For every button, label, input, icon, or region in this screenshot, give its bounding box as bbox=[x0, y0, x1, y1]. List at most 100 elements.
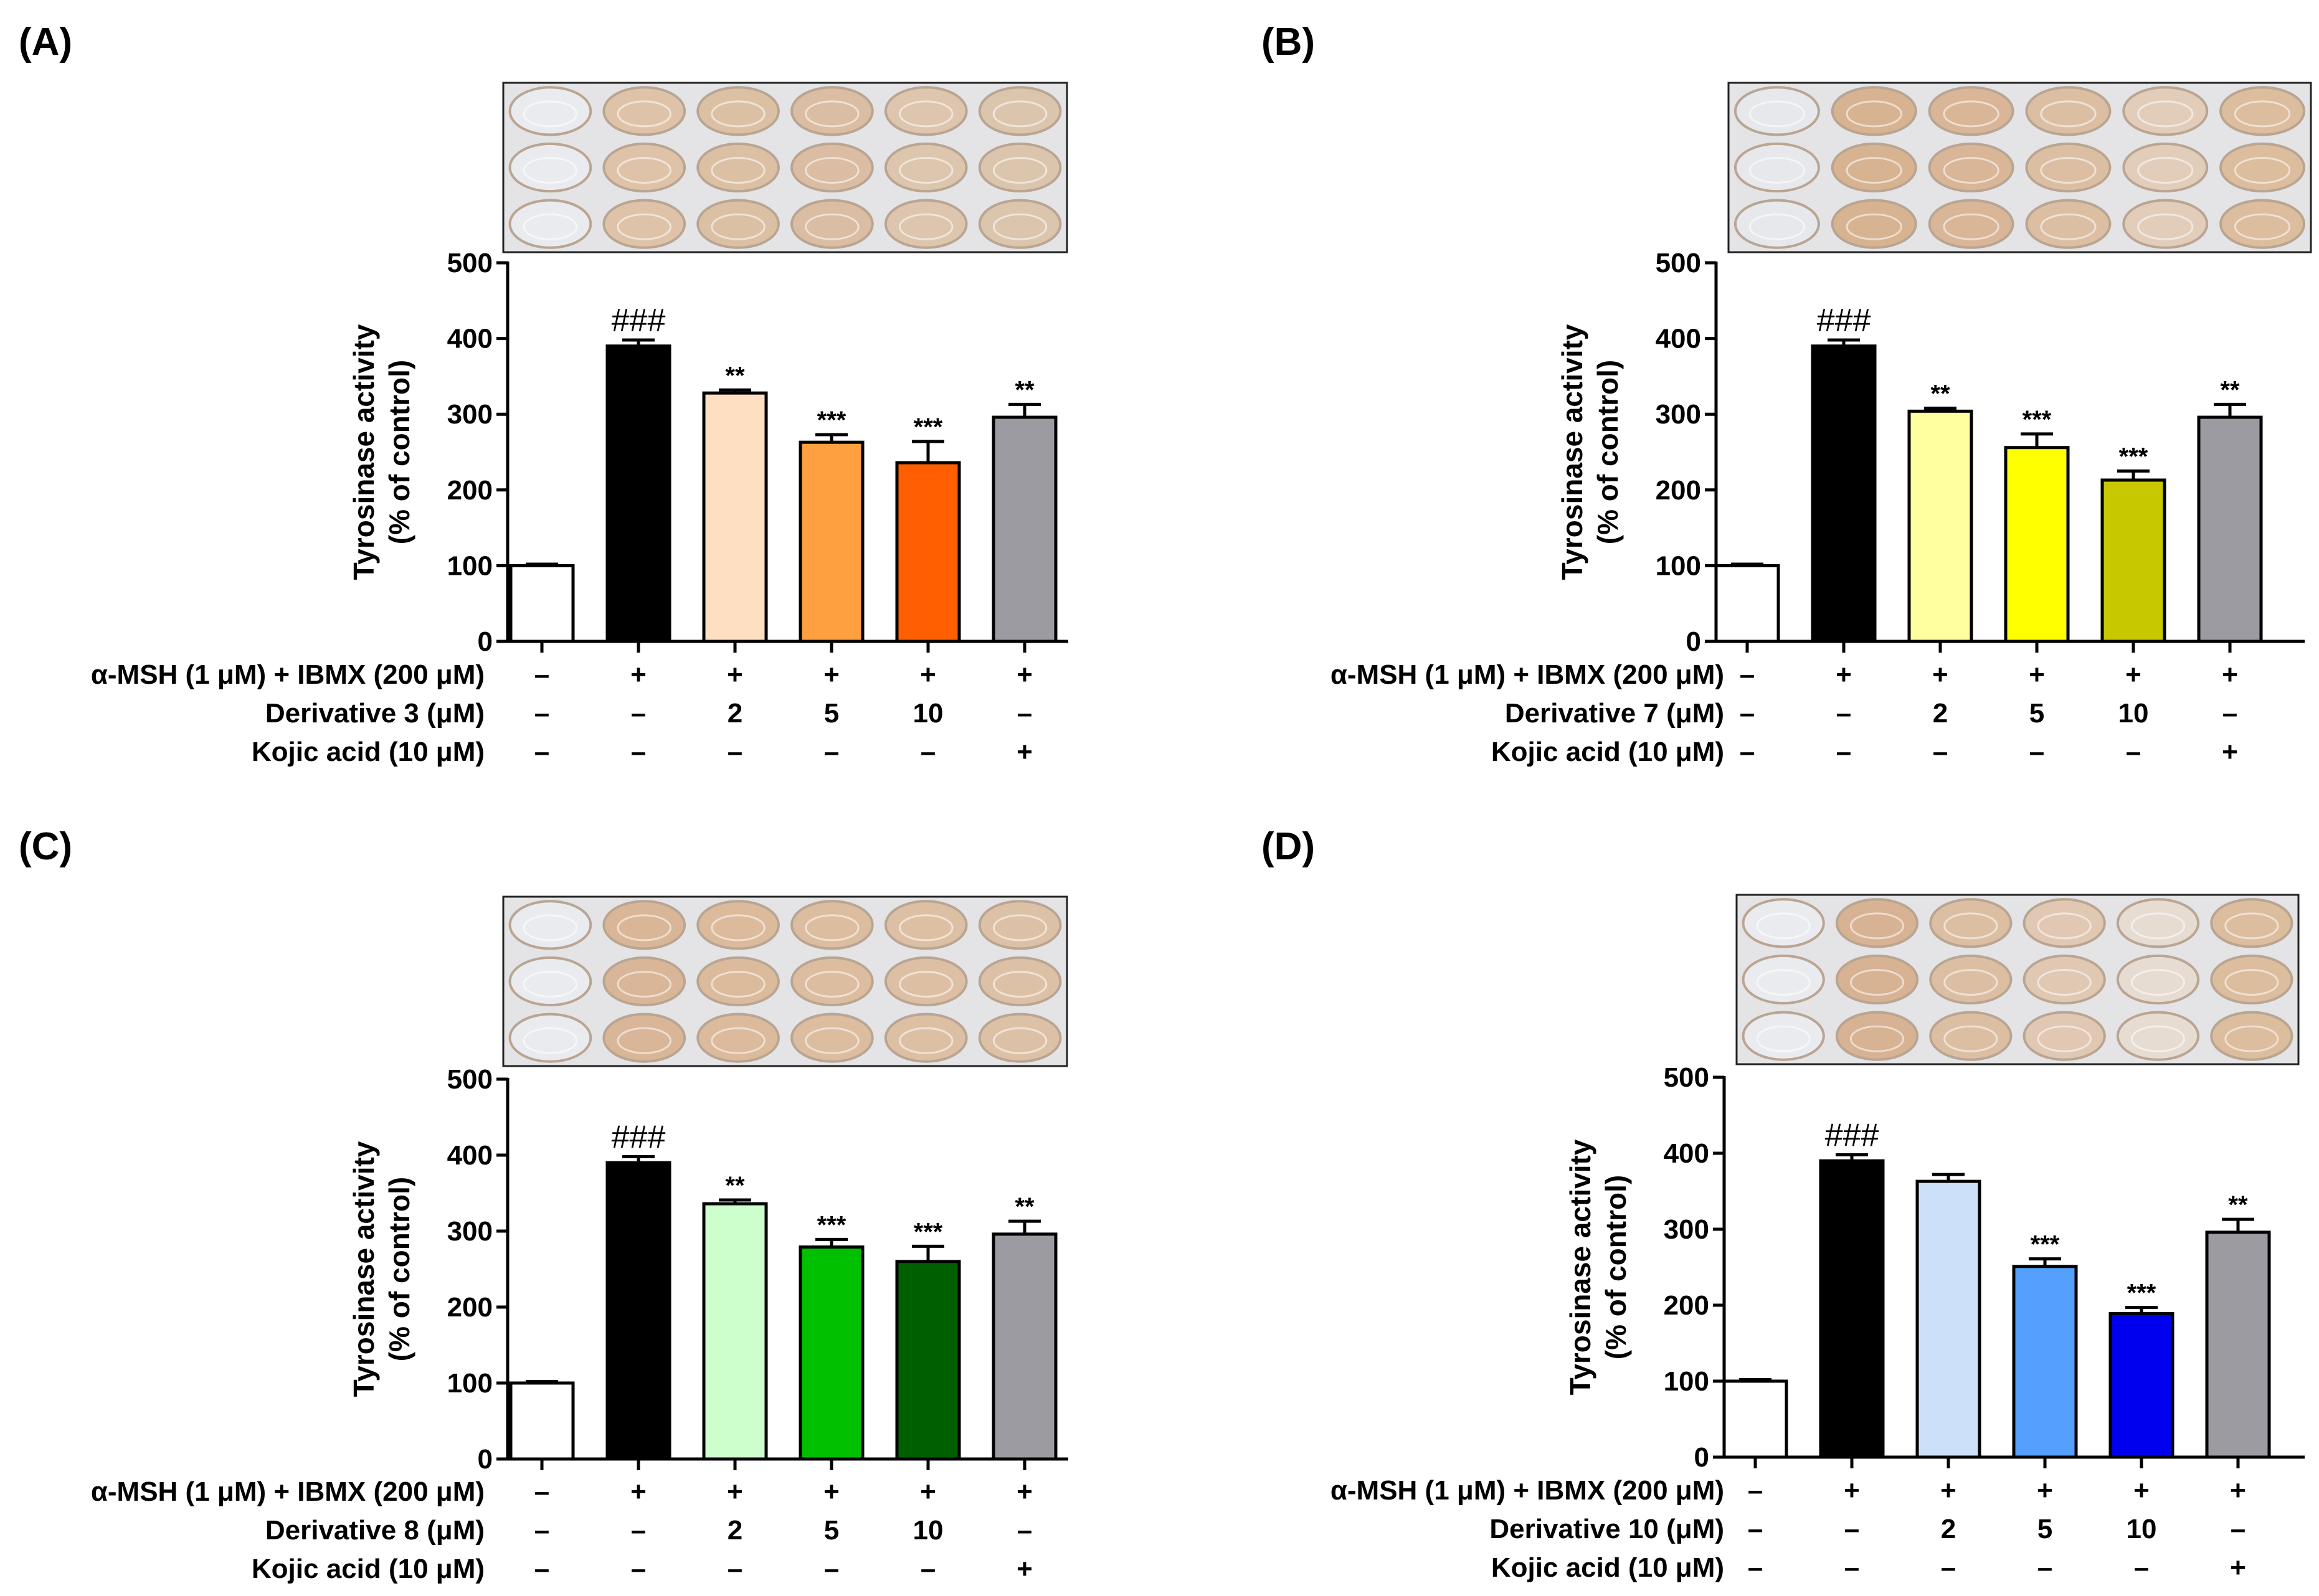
plate-well bbox=[1928, 142, 2014, 193]
bar bbox=[799, 1245, 865, 1461]
plate-well bbox=[696, 1013, 780, 1063]
treatment-cell: – bbox=[2126, 737, 2141, 767]
treatment-cell: – bbox=[631, 698, 646, 729]
bar bbox=[509, 564, 575, 643]
plate-well-highlight bbox=[711, 914, 766, 942]
y-axis-subtitle: (% of control) bbox=[1600, 1175, 1632, 1359]
significance-label: ### bbox=[1817, 303, 1871, 339]
plate-well bbox=[884, 199, 968, 249]
plate-well bbox=[1742, 954, 1825, 1005]
well-plate-image bbox=[1727, 82, 2312, 253]
treatment-row-label: Derivative 3 (μM) bbox=[265, 698, 485, 729]
plate-well-highlight bbox=[617, 157, 671, 184]
plate-well-highlight bbox=[523, 157, 578, 184]
plate-well-highlight bbox=[1756, 1025, 1811, 1052]
plate-well bbox=[884, 956, 968, 1007]
treatment-cell: + bbox=[630, 659, 647, 690]
bar bbox=[799, 440, 865, 643]
well-plate-image bbox=[1735, 894, 2300, 1065]
plate-well-highlight bbox=[899, 914, 954, 942]
treatment-cell: + bbox=[2125, 659, 2141, 690]
y-tick-label: 200 bbox=[447, 1292, 493, 1323]
significance-label: *** bbox=[914, 1218, 943, 1245]
plate-well bbox=[2210, 1011, 2293, 1061]
significance-label: ** bbox=[725, 1172, 745, 1199]
plate-well-highlight bbox=[711, 1027, 766, 1054]
plate-well bbox=[1831, 199, 1917, 249]
treatment-row-label: α-MSH (1 μM) + IBMX (200 μM) bbox=[91, 1476, 485, 1507]
plate-well bbox=[696, 900, 780, 950]
treatment-cell: + bbox=[920, 659, 936, 690]
bar bbox=[1714, 564, 1780, 643]
treatment-cell: – bbox=[631, 1515, 646, 1546]
treatment-cell: + bbox=[823, 1476, 840, 1507]
plate-well-highlight bbox=[2137, 213, 2194, 240]
treatment-cell: – bbox=[921, 737, 936, 767]
plate-well-highlight bbox=[899, 213, 954, 240]
plate-well bbox=[790, 1013, 874, 1063]
treatment-cell: – bbox=[824, 1554, 839, 1584]
plate-well-highlight bbox=[2224, 969, 2279, 996]
plate-well-highlight bbox=[617, 914, 671, 942]
treatment-cell: 5 bbox=[824, 1515, 839, 1546]
plate-well bbox=[2023, 898, 2106, 948]
y-tick-label: 500 bbox=[447, 248, 493, 278]
treatment-cell: 10 bbox=[913, 698, 944, 729]
y-tick-label: 300 bbox=[447, 1216, 493, 1247]
plate-frame bbox=[1727, 82, 2312, 253]
plate-well-highlight bbox=[1943, 969, 1998, 996]
treatment-cell: – bbox=[1740, 698, 1755, 729]
plate-well bbox=[978, 956, 1062, 1007]
treatment-row-label: α-MSH (1 μM) + IBMX (200 μM) bbox=[91, 659, 485, 690]
plate-well bbox=[508, 900, 592, 950]
plate-well bbox=[884, 900, 968, 950]
plate-well bbox=[790, 142, 874, 193]
bar bbox=[1722, 1379, 1788, 1459]
plate-well-highlight bbox=[805, 157, 860, 184]
treatment-cell: + bbox=[920, 1476, 936, 1507]
plate-well bbox=[602, 142, 686, 193]
plate-well-highlight bbox=[805, 1027, 860, 1054]
plate-well bbox=[602, 900, 686, 950]
panel-label: (B) bbox=[1261, 21, 1315, 64]
well-plate-image bbox=[502, 82, 1068, 253]
treatment-cell: – bbox=[728, 737, 742, 767]
treatment-cell: 10 bbox=[913, 1515, 944, 1546]
y-tick-label: 400 bbox=[447, 1140, 493, 1171]
treatment-cell: – bbox=[1844, 1514, 1859, 1544]
plate-well bbox=[2116, 898, 2200, 948]
plate-well bbox=[884, 1013, 968, 1063]
panel-label: (C) bbox=[19, 825, 72, 868]
significance-label: *** bbox=[817, 407, 847, 434]
treatment-row-label: Derivative 7 (μM) bbox=[1505, 698, 1724, 729]
significance-label: *** bbox=[2031, 1231, 2060, 1258]
plate-well-highlight bbox=[992, 914, 1048, 942]
plate-well-highlight bbox=[1943, 1025, 1998, 1052]
treatment-row-label: Derivative 10 (μM) bbox=[1489, 1514, 1724, 1544]
plate-well-highlight bbox=[992, 971, 1048, 998]
treatment-cell: 10 bbox=[2127, 1514, 2157, 1544]
bar bbox=[605, 344, 671, 643]
plate-well-highlight bbox=[2130, 1025, 2186, 1052]
bar bbox=[509, 1381, 575, 1461]
treatment-cell: + bbox=[1017, 737, 1033, 767]
plate-well-highlight bbox=[992, 100, 1048, 128]
plate-well bbox=[1835, 898, 1919, 948]
plate-well-highlight bbox=[992, 213, 1048, 240]
plate-well bbox=[1742, 898, 1825, 948]
plate-well bbox=[1733, 142, 1820, 193]
treatment-cell: + bbox=[630, 1476, 647, 1507]
significance-label: *** bbox=[2023, 406, 2052, 433]
bar bbox=[992, 415, 1058, 643]
plate-well-highlight bbox=[711, 100, 766, 128]
treatment-cell: – bbox=[1740, 659, 1755, 690]
treatment-cell: + bbox=[2133, 1475, 2150, 1506]
treatment-cell: – bbox=[2222, 698, 2237, 729]
plate-well bbox=[884, 142, 968, 193]
bar bbox=[2012, 1265, 2078, 1459]
plate-well-highlight bbox=[1748, 213, 1806, 240]
y-axis-subtitle: (% of control) bbox=[383, 1177, 415, 1361]
plate-well-highlight bbox=[2040, 213, 2097, 240]
plate-well bbox=[1831, 86, 1917, 136]
treatment-cell: + bbox=[2230, 1475, 2246, 1506]
